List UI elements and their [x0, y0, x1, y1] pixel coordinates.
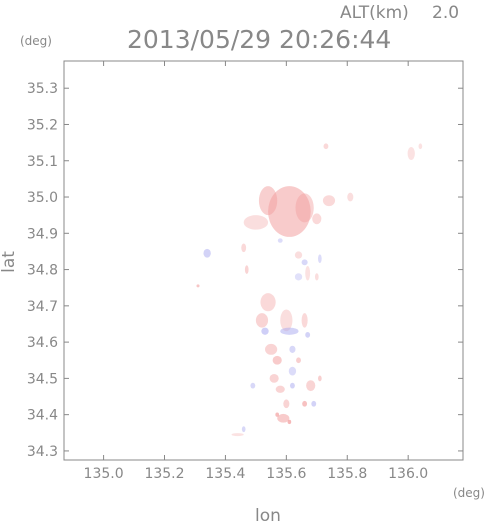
- x-tick-label: 135.4: [205, 466, 245, 482]
- negative-echo-point: [261, 327, 269, 335]
- positive-echo-point: [323, 143, 329, 150]
- positive-echo-point: [258, 186, 278, 216]
- positive-echo-point: [260, 293, 276, 312]
- x-tick-label: 135.2: [144, 466, 184, 482]
- positive-echo-point: [294, 251, 303, 259]
- positive-echo-point: [272, 355, 282, 365]
- negative-echo-point: [203, 248, 211, 258]
- positive-echo-point: [269, 374, 279, 383]
- negative-echo-point: [289, 382, 295, 389]
- x-axis-ticks: 135.0 135.2 135.4 135.6 135.8 136.0: [84, 61, 428, 482]
- y-tick-label: 35.1: [27, 154, 58, 170]
- positive-echo-point: [265, 343, 278, 355]
- alt-value: 2.0: [432, 3, 459, 23]
- x-tick-label: 135.8: [327, 466, 367, 482]
- y-tick-label: 34.6: [27, 335, 58, 351]
- positive-echo-point: [280, 309, 293, 332]
- y-axis-label: lat: [0, 251, 19, 273]
- positive-echo-point: [305, 265, 311, 281]
- negative-echo-point: [294, 273, 303, 281]
- positive-echo-point: [314, 273, 319, 281]
- negative-echo-point: [311, 400, 317, 407]
- alt-label: ALT(km): [340, 3, 409, 23]
- positive-echo-point: [275, 412, 280, 417]
- positive-echo-point: [347, 192, 354, 202]
- x-unit: (deg): [453, 486, 485, 500]
- negative-echo-point: [301, 259, 308, 266]
- y-tick-label: 35.2: [27, 117, 58, 133]
- positive-echo-point: [295, 193, 314, 223]
- plot-frame: [63, 60, 464, 461]
- y-tick-label: 34.4: [27, 408, 58, 424]
- y-tick-label: 35.0: [27, 190, 58, 206]
- x-tick-label: 136.0: [388, 466, 428, 482]
- y-unit: (deg): [20, 34, 52, 48]
- negative-echo-point: [288, 366, 297, 376]
- x-tick-label: 135.0: [84, 466, 124, 482]
- negative-echo-point: [277, 238, 283, 243]
- positive-echo-point: [318, 375, 322, 382]
- x-tick-label: 135.6: [266, 466, 306, 482]
- positive-echo-point: [196, 284, 200, 288]
- positive-echo-point: [322, 195, 336, 207]
- negative-echo-point: [250, 382, 256, 389]
- timestamp-title: 2013/05/29 20:26:44: [127, 25, 391, 54]
- positive-echo-point: [244, 265, 249, 274]
- y-tick-label: 34.5: [27, 371, 58, 387]
- positive-echo-point: [296, 357, 301, 364]
- positive-echo-point: [275, 385, 285, 393]
- y-tick-label: 35.3: [27, 81, 58, 97]
- negative-echo-point: [318, 254, 322, 264]
- positive-echo-point: [241, 243, 247, 253]
- y-tick-label: 34.7: [27, 299, 58, 315]
- positive-echo-point: [306, 380, 316, 392]
- negative-echo-point: [241, 426, 246, 433]
- positive-echo-point: [312, 213, 322, 225]
- x-axis-label: lon: [255, 506, 281, 521]
- y-tick-label: 34.9: [27, 226, 58, 242]
- positive-echo-point: [301, 313, 308, 328]
- y-axis-ticks: 34.3 34.4 34.5 34.6 34.7 34.8 34.9 35.0 35.1 35.2…: [27, 81, 463, 460]
- negative-echo-point: [280, 327, 299, 335]
- positive-echo-point: [277, 413, 290, 423]
- positive-echo-point: [231, 433, 244, 437]
- positive-echo-point: [287, 419, 292, 425]
- negative-echo-point: [289, 345, 296, 353]
- y-tick-label: 34.3: [27, 444, 58, 460]
- y-tick-label: 34.8: [27, 263, 58, 279]
- positive-echo-point: [283, 399, 290, 409]
- positive-echo-point: [255, 313, 269, 328]
- positive-echo-point: [418, 143, 423, 150]
- positive-echo-point: [268, 186, 311, 237]
- negative-echo-point: [305, 331, 311, 338]
- positive-echo-point: [243, 215, 269, 230]
- radar-data-layer: [196, 143, 423, 437]
- positive-echo-point: [302, 400, 308, 407]
- positive-echo-point: [407, 146, 415, 161]
